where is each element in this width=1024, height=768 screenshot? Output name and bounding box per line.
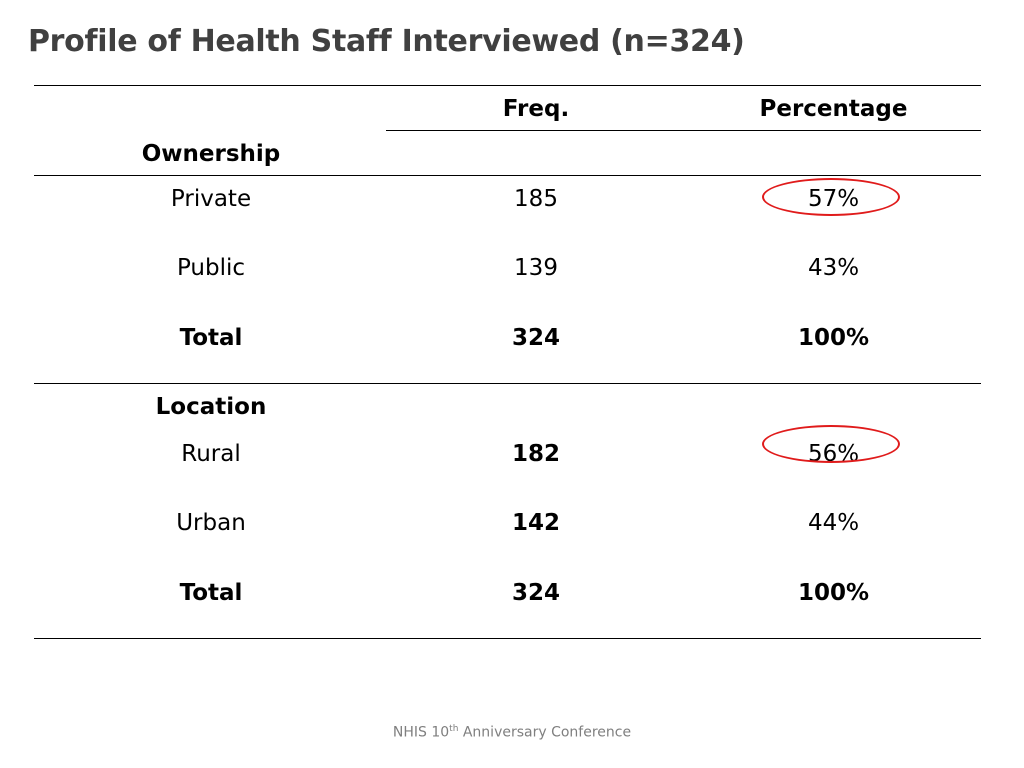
row-label: Private	[170, 186, 252, 212]
highlight-circle-private-pct	[762, 178, 900, 216]
row-label-total: Total	[179, 580, 243, 606]
location-section-heading: Location	[155, 394, 267, 420]
freq-column-header: Freq.	[502, 96, 570, 122]
row-freq: 142	[511, 510, 560, 536]
highlight-circle-rural-pct	[762, 425, 900, 463]
footer-text: NHIS 10th Anniversary Conference	[0, 724, 1024, 741]
header-underline-rule	[386, 130, 981, 131]
percentage-column-header: Percentage	[759, 96, 908, 122]
row-percentage: 44%	[807, 510, 860, 536]
row-freq: 182	[511, 441, 560, 467]
ownership-header-rule	[34, 175, 981, 176]
row-label: Rural	[181, 441, 241, 467]
row-percentage: 43%	[807, 255, 860, 281]
row-label: Urban	[176, 510, 246, 536]
table-bottom-rule	[34, 638, 981, 639]
footer-prefix: NHIS 10	[392, 724, 450, 741]
row-percentage-total: 100%	[797, 580, 870, 606]
footer-suffix: Anniversary Conference	[458, 724, 632, 741]
row-label-total: Total	[179, 325, 243, 351]
row-freq: 185	[514, 186, 558, 212]
row-label: Public	[176, 255, 246, 281]
section-divider-rule	[34, 383, 981, 384]
footer-superscript: th	[449, 724, 459, 734]
row-percentage-total: 100%	[797, 325, 870, 351]
row-freq: 139	[514, 255, 558, 281]
slide-title: Profile of Health Staff Interviewed (n=3…	[28, 24, 745, 59]
row-freq-total: 324	[511, 325, 560, 351]
table-top-rule	[34, 85, 981, 86]
row-freq-total: 324	[511, 580, 560, 606]
ownership-section-heading: Ownership	[141, 141, 281, 167]
